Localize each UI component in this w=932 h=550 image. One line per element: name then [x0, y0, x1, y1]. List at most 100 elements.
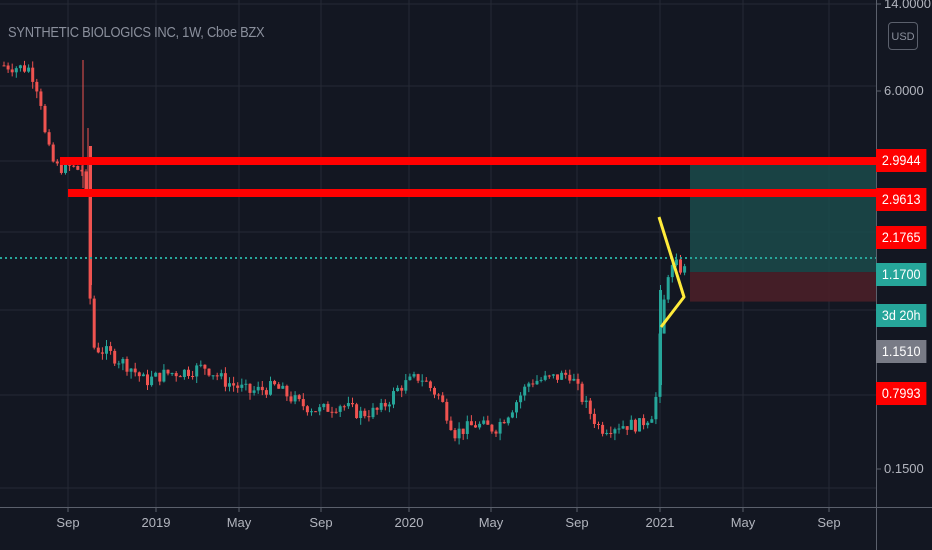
- candle-body: [281, 385, 285, 389]
- candle-body: [576, 378, 580, 384]
- candle-body: [338, 406, 342, 412]
- candle-body: [674, 259, 678, 266]
- candle-body: [437, 394, 441, 396]
- candle-body: [424, 380, 428, 382]
- candle-body: [6, 65, 10, 70]
- candle-body: [100, 352, 104, 354]
- candle-body: [580, 383, 584, 402]
- candle-body: [662, 299, 666, 334]
- candle-body: [650, 419, 654, 423]
- candle-body: [174, 373, 178, 377]
- currency-button[interactable]: USD: [888, 22, 918, 50]
- candle-body: [326, 403, 330, 412]
- candle-body: [572, 378, 576, 381]
- candle-body: [478, 423, 482, 428]
- candle-body: [141, 374, 145, 377]
- candle-body: [35, 81, 39, 92]
- candle-body: [601, 424, 605, 434]
- candle-body: [457, 428, 461, 439]
- candle-body: [342, 406, 346, 408]
- candle-body: [527, 383, 531, 387]
- candle-body: [182, 369, 186, 377]
- candle-body: [269, 381, 272, 395]
- candle-body: [195, 365, 199, 377]
- candle-body: [486, 420, 490, 425]
- candle-body: [371, 407, 375, 418]
- x-tick-label: 2020: [395, 515, 424, 530]
- candle-body: [469, 421, 473, 426]
- candle-body: [150, 376, 154, 386]
- candle-body: [408, 376, 412, 381]
- candle-body: [166, 369, 170, 374]
- candle-body: [441, 395, 445, 402]
- candle-body: [211, 375, 215, 377]
- candle-body: [297, 395, 301, 400]
- candle-body: [547, 375, 551, 377]
- candle-body: [597, 424, 600, 426]
- candle-body: [416, 374, 420, 381]
- candle-body: [654, 396, 658, 420]
- candle-body: [55, 161, 59, 164]
- candle-body: [121, 358, 125, 364]
- candle-body: [301, 399, 305, 407]
- resistance-line: [60, 157, 876, 165]
- candle-body: [400, 387, 404, 391]
- candle-body: [305, 406, 309, 413]
- candle-body: [84, 171, 88, 191]
- candle-body: [490, 424, 494, 432]
- x-tick-label: Sep: [817, 515, 840, 530]
- y-tick-label: 14.0000: [884, 0, 931, 11]
- candle-body: [670, 265, 674, 278]
- candle-body: [482, 420, 486, 424]
- candle-body: [420, 380, 424, 382]
- x-tick-label: 2019: [142, 515, 171, 530]
- candle-body: [113, 350, 117, 364]
- candle-body: [18, 65, 22, 69]
- candle-body: [461, 428, 465, 434]
- candle-body: [617, 428, 621, 430]
- candle-body: [240, 384, 244, 388]
- candle-body: [129, 368, 133, 372]
- candle-body: [170, 373, 174, 375]
- candle-body: [64, 161, 67, 173]
- candle-body: [27, 67, 31, 72]
- x-tick-label: 2021: [646, 515, 675, 530]
- pattern-drawing: [657, 216, 686, 328]
- candle-body: [314, 411, 318, 413]
- price-tag-target: 2.1765: [876, 226, 927, 249]
- candle-body: [531, 383, 535, 385]
- candle-body: [609, 433, 613, 435]
- candle-body: [346, 403, 350, 407]
- candle-body: [264, 390, 268, 395]
- x-tick-label: Sep: [565, 515, 588, 530]
- candle-body: [453, 430, 457, 439]
- candle-body: [588, 400, 592, 414]
- candle-body: [629, 419, 633, 430]
- candle-body: [412, 374, 416, 377]
- x-tick-label: May: [731, 515, 756, 530]
- candle-body: [568, 374, 572, 381]
- price-tag-last-price: 1.1700: [876, 263, 927, 286]
- candle-body: [613, 429, 617, 434]
- candle-body: [498, 421, 502, 434]
- candle-body: [59, 163, 63, 173]
- bar-countdown-tag: 3d 20h: [876, 304, 927, 327]
- candle-body: [494, 431, 498, 434]
- price-tag-resistance-2: 2.9613: [876, 188, 927, 211]
- candle-body: [584, 400, 588, 402]
- candle-body: [334, 411, 338, 413]
- candle-body: [199, 364, 203, 366]
- candle-body: [433, 387, 436, 395]
- candle-body: [285, 385, 289, 397]
- candle-body: [506, 417, 510, 424]
- stop-zone: [690, 272, 876, 302]
- candle-body: [252, 390, 256, 393]
- candle-body: [355, 404, 359, 419]
- candle-body: [515, 402, 518, 413]
- price-tag-entry: 1.1510: [876, 340, 927, 363]
- candle-body: [228, 383, 231, 387]
- target-zone: [690, 163, 876, 273]
- candle-body: [105, 346, 108, 354]
